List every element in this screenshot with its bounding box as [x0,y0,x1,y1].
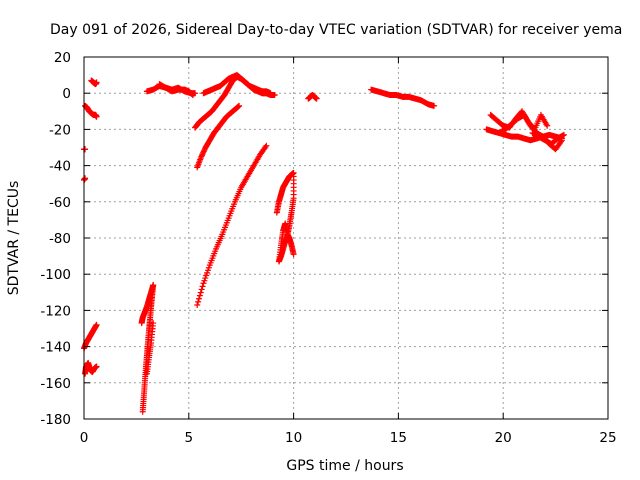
series-arc-12 [200,72,274,97]
x-axis-label: GPS time / hours [286,458,403,474]
data-point [267,90,274,97]
data-point [271,92,278,99]
data-point [82,175,89,182]
y-tick-label: -100 [40,267,71,283]
x-tick-label: 0 [80,430,89,446]
series-arc-13 [194,142,270,308]
data-point [431,102,438,109]
y-tick-labels: 20 0 -20 -40 -60 -80 -100 -120 -140 -160 -180 [40,50,71,428]
data-point [196,292,203,299]
x-tick-label: 20 [495,430,512,446]
data-point [93,79,100,86]
data-point [544,122,551,129]
series-arc-14 [273,169,297,265]
data-point [194,301,201,308]
data-point [195,295,202,302]
series-arc-11 [194,102,243,171]
chart-title: Day 091 of 2026, Sidereal Day-to-day VTE… [50,22,622,38]
x-tick-label: 25 [599,430,616,446]
data-point [189,92,196,99]
series-arc-03 [81,321,100,352]
series-arc-09 [156,81,196,99]
y-tick-label: -160 [40,376,71,392]
y-tick-label: -80 [49,231,71,247]
series-arc-20 [529,130,567,147]
series-arc-07 [143,320,157,377]
y-tick-label: -120 [40,303,71,319]
series-arc-19 [496,111,565,153]
data-point [199,283,206,290]
data-point [198,286,205,293]
data-points [81,72,567,415]
data-point [93,321,100,328]
series-arc-02-early-neg [82,102,100,120]
x-tick-label: 15 [390,430,407,446]
y-tick-label: -20 [49,122,71,138]
y-tick-label: -60 [49,195,71,211]
y-axis-label: SDTVAR / TECUs [6,181,22,296]
series-arc-01-early-pos [88,77,100,88]
y-tick-label: -180 [40,412,71,428]
series-arc-06 [138,282,157,327]
y-tick-label: 0 [62,86,71,102]
data-point [263,142,270,149]
data-point [150,282,157,289]
y-tick-label: 20 [54,50,71,66]
series-arc-00-start-b [81,175,89,184]
series-arc-04 [82,359,100,377]
x-tick-labels: 0 5 10 15 20 25 [80,430,617,446]
x-tick-label: 10 [285,430,302,446]
data-point [560,131,567,138]
data-point [150,320,157,327]
data-point [313,95,320,102]
series-arc-15 [305,92,320,102]
series-arc-00-start-a [81,146,89,153]
grid-lines [84,57,608,419]
data-point [197,289,204,296]
data-point [93,363,100,370]
y-tick-label: -140 [40,340,71,356]
data-point [195,298,202,305]
series-arc-10 [192,73,278,131]
data-point [82,146,89,153]
data-point [290,251,297,258]
y-tick-label: -40 [49,159,71,175]
data-point [236,102,243,109]
data-point [93,113,100,120]
x-tick-label: 5 [185,430,194,446]
data-point [262,143,269,150]
axis-ticks [83,56,609,420]
series-arc-16 [368,86,438,109]
